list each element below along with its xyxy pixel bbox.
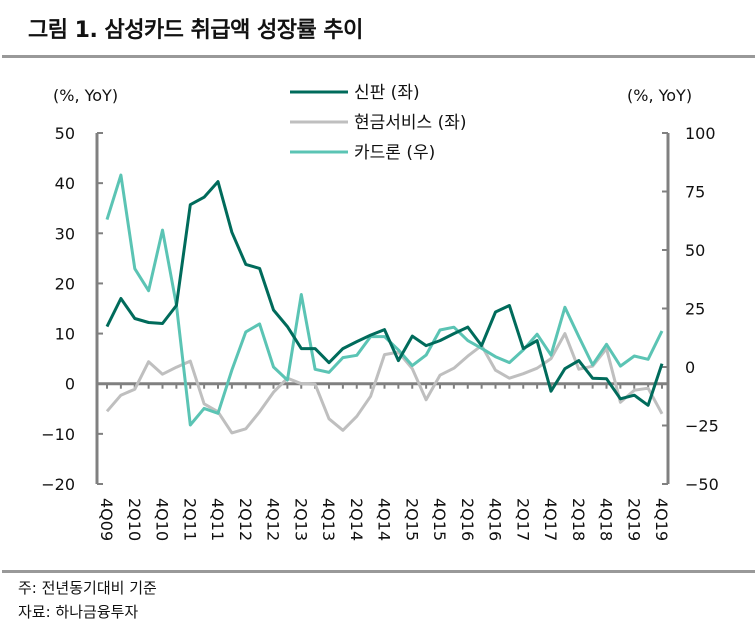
x-tick-label: 2Q15 [402,498,421,541]
left-tick-label: 0 [65,375,75,394]
x-tick-label: 4Q18 [597,498,616,541]
x-tick-label: 2Q16 [458,498,477,541]
x-tick-label: 2Q17 [513,498,532,541]
right-tick-label: 50 [685,241,705,260]
x-tick-label: 2Q12 [236,498,255,541]
x-tick-label: 2Q10 [125,498,144,541]
x-tick-label: 4Q13 [319,498,338,541]
x-tick-label: 4Q14 [375,498,394,541]
x-tick-label: 2Q13 [291,498,310,541]
x-tick-label: 2Q18 [569,498,588,541]
right-tick-label: 100 [685,124,716,143]
right-tick-label: 0 [685,358,695,377]
x-tick-label: 4Q11 [208,498,227,541]
source-note: 자료: 하나금융투자 [18,603,139,621]
right-tick-label: −25 [685,417,719,436]
left-tick-label: −10 [41,425,75,444]
x-tick-label: 2Q19 [624,498,643,541]
x-tick-label: 4Q09 [97,498,116,541]
legend-label: 현금서비스 (좌) [354,113,467,133]
title-divider [2,55,755,58]
x-tick-label: 4Q10 [153,498,172,541]
right-tick-label: 25 [685,300,705,319]
x-tick-label: 4Q19 [652,498,671,541]
right-tick-label: 75 [685,183,705,202]
x-tick-label: 2Q14 [347,498,366,541]
figure-title: 그림 1. 삼성카드 취급액 성장률 추이 [28,18,363,43]
x-tick-label: 4Q12 [264,498,283,541]
left-axis-unit: (%, YoY) [53,86,118,105]
legend-label: 신판 (좌) [354,83,420,103]
left-tick-label: 10 [55,325,75,344]
right-tick-label: −50 [685,475,719,494]
left-tick-label: 50 [55,124,75,143]
series-line-1 [105,180,664,407]
footnote: 주: 전년동기대비 기준 [18,579,157,597]
left-tick-label: −20 [41,475,75,494]
left-tick-label: 30 [55,224,75,243]
x-tick-label: 4Q16 [486,498,505,541]
x-tick-label: 2Q11 [180,498,199,541]
left-tick-label: 20 [55,274,75,293]
x-tick-label: 4Q15 [430,498,449,541]
x-tick-label: 4Q17 [541,498,560,541]
series-line-3 [105,173,664,427]
footer-divider [2,570,755,573]
right-axis-unit: (%, YoY) [627,86,692,105]
legend-label: 카드론 (우) [354,143,435,163]
left-tick-label: 40 [55,174,75,193]
series-line-2 [105,332,664,435]
